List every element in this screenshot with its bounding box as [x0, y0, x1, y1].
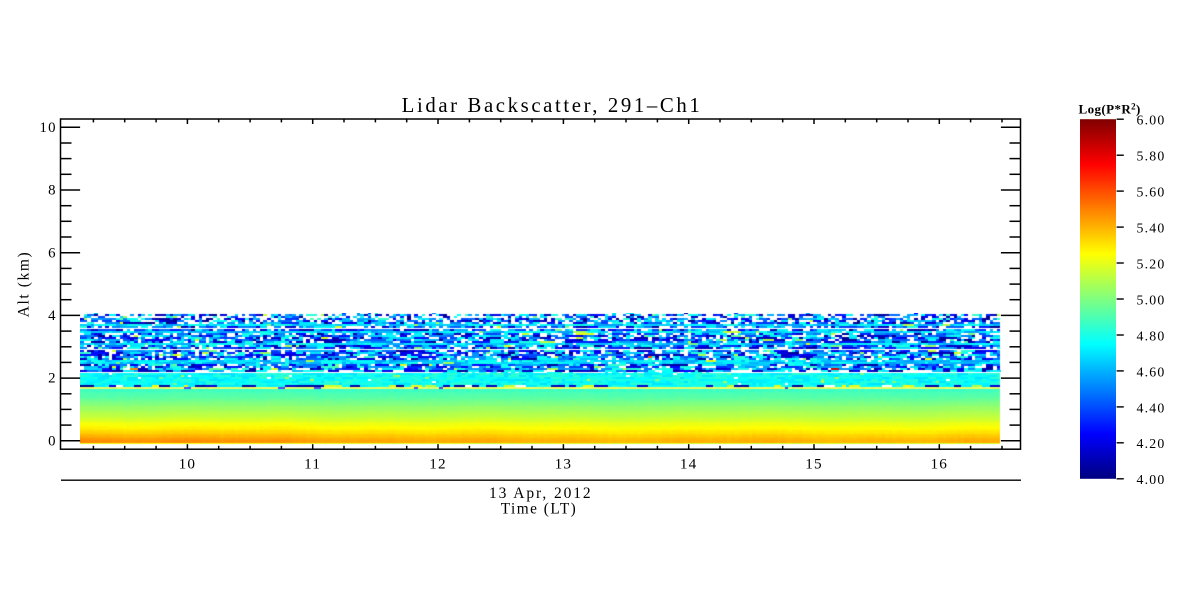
- svg-text:2: 2: [48, 371, 57, 387]
- svg-text:13: 13: [555, 455, 573, 472]
- svg-text:12: 12: [429, 455, 447, 472]
- svg-text:Time (LT): Time (LT): [501, 500, 578, 517]
- svg-text:5.00: 5.00: [1137, 292, 1166, 307]
- svg-text:10: 10: [39, 120, 56, 136]
- svg-text:Log(P*R2): Log(P*R2): [1079, 101, 1141, 116]
- svg-text:13 Apr, 2012: 13 Apr, 2012: [489, 485, 593, 502]
- svg-text:4.80: 4.80: [1137, 328, 1166, 343]
- svg-text:Lidar Backscatter, 291–Ch1: Lidar Backscatter, 291–Ch1: [402, 94, 703, 117]
- svg-text:5.40: 5.40: [1137, 221, 1166, 236]
- svg-text:4.40: 4.40: [1137, 400, 1166, 415]
- svg-text:4.60: 4.60: [1137, 364, 1166, 379]
- svg-text:8: 8: [48, 183, 57, 199]
- svg-text:0: 0: [48, 433, 57, 449]
- svg-text:5.80: 5.80: [1137, 149, 1166, 164]
- svg-text:16: 16: [931, 455, 949, 472]
- svg-text:14: 14: [680, 455, 698, 472]
- svg-text:4.20: 4.20: [1137, 436, 1166, 451]
- svg-text:5.60: 5.60: [1137, 185, 1166, 200]
- svg-text:10: 10: [179, 455, 197, 472]
- svg-text:6.00: 6.00: [1137, 113, 1166, 128]
- svg-text:11: 11: [304, 455, 321, 472]
- svg-text:Alt (km): Alt (km): [15, 251, 32, 318]
- svg-text:4.00: 4.00: [1137, 472, 1166, 487]
- svg-text:5.20: 5.20: [1137, 256, 1166, 271]
- svg-text:4: 4: [48, 308, 57, 324]
- svg-text:15: 15: [805, 455, 823, 472]
- svg-text:6: 6: [48, 245, 57, 261]
